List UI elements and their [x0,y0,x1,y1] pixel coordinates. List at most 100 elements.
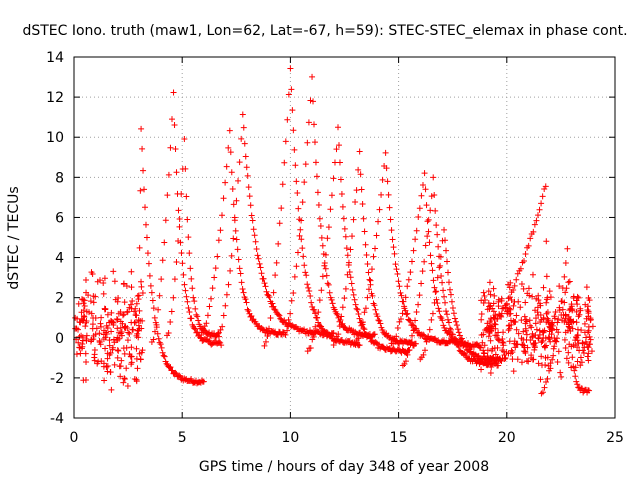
data-point [428,260,435,267]
data-point [200,329,207,336]
data-point [335,124,342,131]
data-point [301,179,308,186]
data-point [339,203,346,210]
data-point [422,186,429,193]
data-point [347,274,354,281]
data-point [445,319,452,326]
data-point [269,303,276,310]
data-point [292,162,299,169]
data-point [81,297,88,304]
data-point [149,297,156,304]
data-point [358,186,365,193]
data-point [240,124,247,131]
data-point [383,165,390,172]
data-point [541,384,548,391]
data-point [76,319,83,326]
data-point [485,288,492,295]
data-point [114,316,121,323]
data-point [354,306,361,313]
data-point [358,322,365,329]
data-point [563,285,570,292]
data-point [566,278,573,285]
data-point [243,299,250,306]
data-point [478,297,485,304]
data-point [143,234,150,241]
data-point [335,331,342,338]
data-point [305,284,312,291]
data-point [236,265,243,272]
data-point [134,293,141,300]
data-point [361,309,368,316]
data-point [440,287,447,294]
data-point [386,344,393,351]
data-point [523,336,530,343]
data-point [194,313,201,320]
data-point [478,316,485,323]
data-point [583,284,590,291]
data-point [245,307,252,314]
data-point [121,375,128,382]
data-point [532,307,539,314]
data-point [158,344,165,351]
data-point [312,310,319,317]
data-point [316,297,323,304]
data-point [314,189,321,196]
data-point [583,334,590,341]
data-point [539,389,546,396]
data-point [519,259,526,266]
data-point [490,285,497,292]
data-point [359,319,366,326]
data-point [572,373,579,380]
data-point [251,232,258,239]
data-point [226,127,233,134]
data-point [457,336,464,343]
y-tick-label: -2 [50,371,64,387]
data-point [272,272,279,279]
data-point [179,260,186,267]
data-point [176,223,183,230]
data-point [98,358,105,365]
data-point [242,153,249,160]
data-point [513,312,520,319]
data-point [157,341,164,348]
data-points [72,65,596,397]
data-point [480,289,487,296]
data-point [588,348,595,355]
data-point [128,319,135,326]
data-point [239,285,246,292]
data-point [104,355,111,362]
data-point [452,318,459,325]
data-point [520,328,527,335]
data-point [332,337,339,344]
data-point [545,362,552,369]
data-point [138,278,145,285]
data-point [214,253,221,260]
data-point [96,277,103,284]
data-point [182,165,189,172]
data-point [258,270,265,277]
data-point [355,310,362,317]
data-point [535,292,542,299]
data-point [188,315,195,322]
data-point [288,297,295,304]
data-point [487,337,494,344]
x-tick-label: 10 [281,430,299,446]
data-point [543,378,550,385]
data-point [183,293,190,300]
data-point [147,282,154,289]
data-point [301,262,308,269]
data-point [387,216,394,223]
data-point [215,237,222,244]
data-point [443,311,450,318]
data-point [350,291,357,298]
data-point [116,363,123,370]
data-point [543,299,550,306]
data-point [365,286,372,293]
data-point [400,298,407,305]
data-point [394,325,401,332]
data-point [124,383,131,390]
data-point [581,329,588,336]
data-point [305,119,312,126]
data-point [72,314,79,321]
data-point [375,218,382,225]
